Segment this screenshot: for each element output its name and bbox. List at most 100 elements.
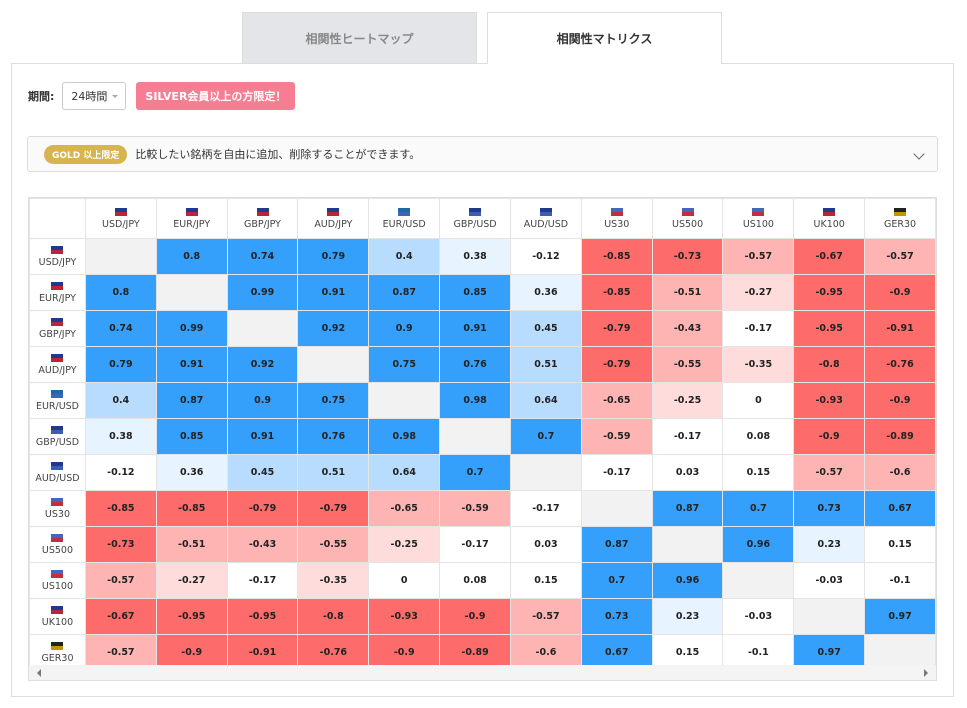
notice[interactable]: GOLD 以上限定 比較したい銘柄を自由に追加、削除することができます。 (27, 136, 938, 172)
correlation-cell: 0.76 (297, 418, 370, 455)
row-label: AUD/JPY (38, 364, 77, 376)
flag-icon (469, 207, 482, 216)
correlation-cell: 0.97 (793, 634, 866, 671)
correlation-cell: 0.9 (226, 382, 299, 419)
column-header: AUD/JPY (297, 198, 370, 239)
correlation-cell: 0.08 (439, 562, 511, 599)
flag-icon (51, 317, 64, 326)
column-header: US30 (580, 198, 653, 239)
matrix-row: GER30 -0.57 -0.9 -0.91 -0.76 -0.9 -0.89 -0.6 0.6… (29, 634, 936, 671)
period-row: 期間: 24時間 SILVER会員以上の方限定！ (28, 82, 296, 110)
correlation-cell: 0.45 (226, 454, 299, 491)
correlation-cell: -0.9 (864, 382, 936, 419)
flag-icon (256, 207, 269, 216)
correlation-cell: 0.9 (368, 310, 441, 347)
tab[interactable]: 相関性ヒートマップ (242, 12, 477, 63)
scrollbar[interactable] (29, 665, 936, 680)
correlation-cell: 0.99 (155, 310, 228, 347)
correlation-cell (368, 382, 441, 419)
correlation-cell: 0.38 (84, 418, 157, 455)
correlation-cell: -0.57 (864, 238, 936, 275)
corner-cell (29, 198, 86, 239)
correlation-cell: -0.9 (864, 274, 936, 311)
correlation-cell: 0.85 (439, 274, 511, 311)
matrix-row: US30 -0.85 -0.85 -0.79 -0.79 -0.65 -0.59 -0.17 0… (29, 490, 936, 527)
column-header: USD/JPY (84, 198, 157, 239)
period-label: 期間: (28, 90, 55, 103)
correlation-cell: 0.15 (651, 634, 724, 671)
correlation-cell: -0.12 (510, 238, 582, 275)
row-label: USD/JPY (38, 256, 77, 268)
correlation-cell: 0.74 (84, 310, 157, 347)
column-header: US500 (651, 198, 724, 239)
correlation-cell: 0 (722, 382, 795, 419)
row-label: GBP/USD (35, 436, 80, 448)
correlation-cell: 0.7 (439, 454, 511, 491)
correlation-cell: 0.7 (510, 418, 582, 455)
correlation-cell: -0.85 (155, 490, 228, 527)
column-header: GBP/JPY (226, 198, 299, 239)
matrix-row: US100 -0.57 -0.27 -0.17 -0.35 0 0.08 0.15 0.7 0.9… (29, 562, 936, 599)
correlation-cell: 0.4 (368, 238, 441, 275)
correlation-cell: 0.91 (155, 346, 228, 383)
row-header: EUR/JPY (29, 274, 86, 311)
correlation-cell: 0.99 (226, 274, 299, 311)
column-label: GER30 (884, 218, 917, 230)
correlation-cell: -0.57 (84, 634, 157, 671)
correlation-cell: 0.38 (439, 238, 511, 275)
correlation-cell: 0.4 (84, 382, 157, 419)
flag-icon (398, 207, 411, 216)
correlation-cell: -0.1 (722, 634, 795, 671)
correlation-cell: -0.65 (368, 490, 441, 527)
row-header: AUD/JPY (29, 346, 86, 383)
column-header: UK100 (793, 198, 866, 239)
correlation-cell: -0.91 (226, 634, 299, 671)
correlation-cell: 0.15 (722, 454, 795, 491)
correlation-cell: 0.8 (155, 238, 228, 275)
correlation-cell: -0.57 (722, 238, 795, 275)
correlation-cell: 0.15 (510, 562, 582, 599)
correlation-cell (226, 310, 299, 347)
flag-icon (51, 641, 64, 650)
correlation-cell: -0.95 (793, 310, 866, 347)
correlation-cell: -0.27 (722, 274, 795, 311)
correlation-cell: -0.43 (651, 310, 724, 347)
correlation-cell: 0.36 (155, 454, 228, 491)
column-label: UK100 (813, 218, 845, 230)
correlation-cell (580, 490, 653, 527)
correlation-cell: -0.43 (226, 526, 299, 563)
correlation-cell: 0.15 (864, 526, 936, 563)
matrix-row: US500 -0.73 -0.51 -0.43 -0.55 -0.25 -0.17 0.03 0… (29, 526, 936, 563)
tab-active[interactable]: 相関性マトリクス (487, 12, 722, 64)
flag-icon (51, 461, 64, 470)
correlation-cell: 0.03 (651, 454, 724, 491)
correlation-cell: 0.91 (226, 418, 299, 455)
correlation-cell: 0.75 (297, 382, 370, 419)
correlation-cell: 0.92 (297, 310, 370, 347)
correlation-cell: 0.87 (368, 274, 441, 311)
matrix-row: GBP/JPY 0.74 0.99 0.92 0.9 0.91 0.45 -0.79 -0.43… (29, 310, 936, 347)
flag-icon (51, 245, 64, 254)
silver-badge: SILVER会員以上の方限定！ (136, 82, 296, 110)
row-header: GER30 (29, 634, 86, 671)
correlation-cell: -0.6 (510, 634, 582, 671)
column-label: US500 (672, 218, 704, 230)
expand-icon[interactable] (913, 148, 925, 160)
correlation-cell: -0.1 (864, 562, 936, 599)
correlation-cell: 0.98 (439, 382, 511, 419)
correlation-cell: -0.17 (580, 454, 653, 491)
period-select[interactable]: 24時間 (62, 82, 127, 110)
correlation-cell: -0.8 (297, 598, 370, 635)
correlation-cell: -0.57 (84, 562, 157, 599)
correlation-cell: 0.97 (864, 598, 936, 635)
correlation-cell (793, 598, 866, 635)
correlation-cell: -0.73 (84, 526, 157, 563)
column-label: AUD/JPY (314, 218, 353, 230)
row-header: US100 (29, 562, 86, 599)
column-header: EUR/JPY (155, 198, 228, 239)
column-label: USD/JPY (102, 218, 140, 230)
correlation-cell (722, 562, 795, 599)
flag-icon (114, 207, 127, 216)
correlation-cell: -0.79 (580, 346, 653, 383)
matrix-row: EUR/USD 0.4 0.87 0.9 0.75 0.98 0.64 -0.65 -0.25 0… (29, 382, 936, 419)
